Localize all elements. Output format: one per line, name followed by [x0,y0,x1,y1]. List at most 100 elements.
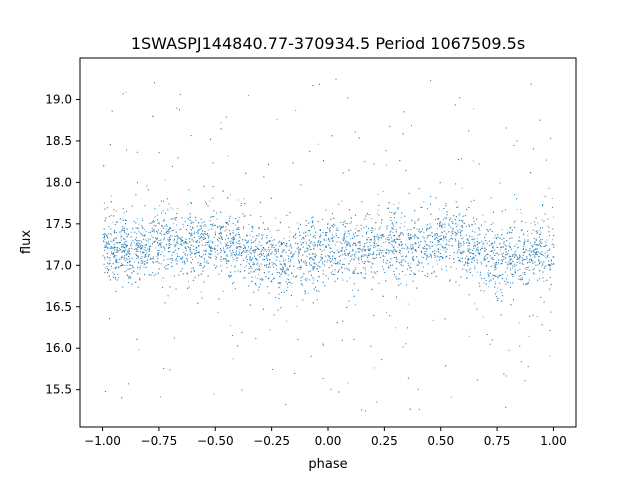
data-point [368,228,369,229]
data-point [104,232,105,234]
data-point [188,280,189,282]
data-point [424,251,426,253]
data-point [530,222,532,224]
data-point [552,239,554,241]
data-point [354,232,356,234]
data-point [346,241,348,243]
data-point [334,269,336,271]
data-point [513,263,515,265]
data-point [173,218,175,220]
data-point [115,258,117,260]
data-point [389,234,391,236]
data-point [174,246,176,248]
data-point [178,228,180,230]
data-point [441,231,443,233]
data-point [401,256,403,257]
data-point [366,231,368,233]
data-point [491,258,493,260]
data-point [540,231,542,233]
data-point [279,222,281,224]
data-point [448,244,450,246]
data-point [464,263,466,265]
data-point [116,248,118,250]
data-point [490,258,492,260]
data-point [249,235,251,237]
data-point [220,249,222,251]
data-point [240,202,242,204]
data-point [358,241,360,242]
data-point [398,202,400,204]
data-point [274,297,276,299]
data-point [172,165,173,167]
data-point [374,240,376,242]
data-point [535,248,537,250]
data-point [166,198,168,200]
data-point [408,192,410,194]
data-point [156,256,158,258]
data-point [240,246,241,248]
data-point [473,257,475,259]
data-point [210,257,212,259]
data-point [262,279,264,281]
data-point [190,135,192,137]
data-point [312,244,314,246]
data-point [377,194,379,195]
data-point [196,232,198,234]
data-point [114,254,115,256]
data-point [250,246,252,247]
data-point [120,236,122,238]
data-point [199,234,201,236]
data-point [238,226,240,228]
data-point [129,260,131,262]
data-point [493,247,495,249]
data-point [549,355,551,357]
data-point [373,271,375,273]
data-point [312,254,314,255]
data-point [538,229,540,231]
data-point [380,245,382,247]
data-point [395,327,396,329]
data-point [319,235,321,237]
data-point [272,240,274,242]
data-point [214,225,215,226]
data-point [533,268,535,269]
data-point [347,243,349,245]
data-point [219,252,221,254]
data-point [231,283,233,285]
data-point [115,278,117,280]
data-point [511,255,513,257]
data-point [190,219,192,221]
data-point [516,259,518,260]
data-point [335,78,337,80]
data-point [125,244,127,246]
data-point [326,261,328,263]
data-point [280,244,282,245]
data-point [318,83,320,85]
data-point [519,240,521,242]
data-point [358,259,360,261]
data-point [514,251,516,253]
data-point [396,251,398,253]
data-point [343,258,345,260]
data-point [146,252,147,254]
data-point [375,257,377,258]
data-point [541,219,543,221]
data-point [122,250,124,252]
data-point [120,257,122,259]
data-point [300,265,302,267]
data-point [282,265,284,267]
data-point [462,244,464,246]
data-point [409,248,411,250]
data-point [440,235,442,237]
data-point [165,212,166,214]
data-point [228,241,230,243]
data-point [527,239,529,241]
data-point [124,238,126,240]
data-points [102,78,555,412]
data-point [126,245,128,247]
data-point [330,388,332,390]
data-point [180,239,182,241]
data-point [381,359,383,361]
data-point [257,248,259,249]
data-point [279,263,281,265]
